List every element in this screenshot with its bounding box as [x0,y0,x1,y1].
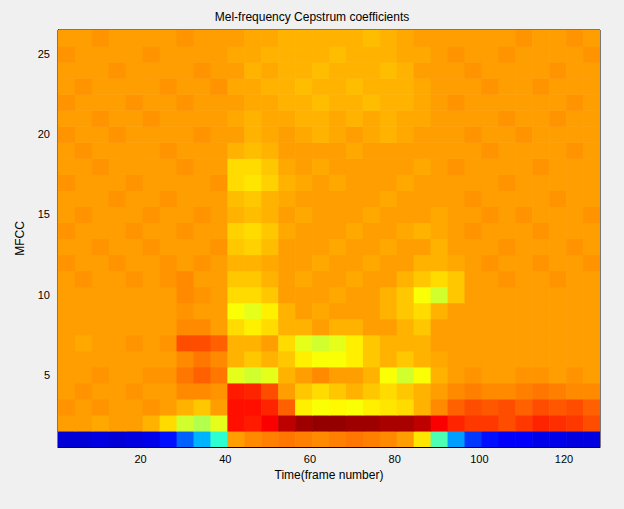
svg-text:80: 80 [389,453,401,465]
svg-text:60: 60 [304,453,316,465]
svg-text:Time(frame number): Time(frame number) [275,468,384,482]
svg-text:40: 40 [219,453,231,465]
svg-text:5: 5 [44,369,50,381]
svg-text:10: 10 [38,289,50,301]
svg-text:Mel-frequency Cepstrum coeffic: Mel-frequency Cepstrum coefficients [215,10,410,24]
svg-text:15: 15 [38,208,50,220]
svg-text:120: 120 [555,453,573,465]
svg-text:25: 25 [38,48,50,60]
svg-text:MFCC: MFCC [13,221,27,256]
svg-text:100: 100 [470,453,488,465]
svg-text:20: 20 [134,453,146,465]
svg-text:20: 20 [38,128,50,140]
